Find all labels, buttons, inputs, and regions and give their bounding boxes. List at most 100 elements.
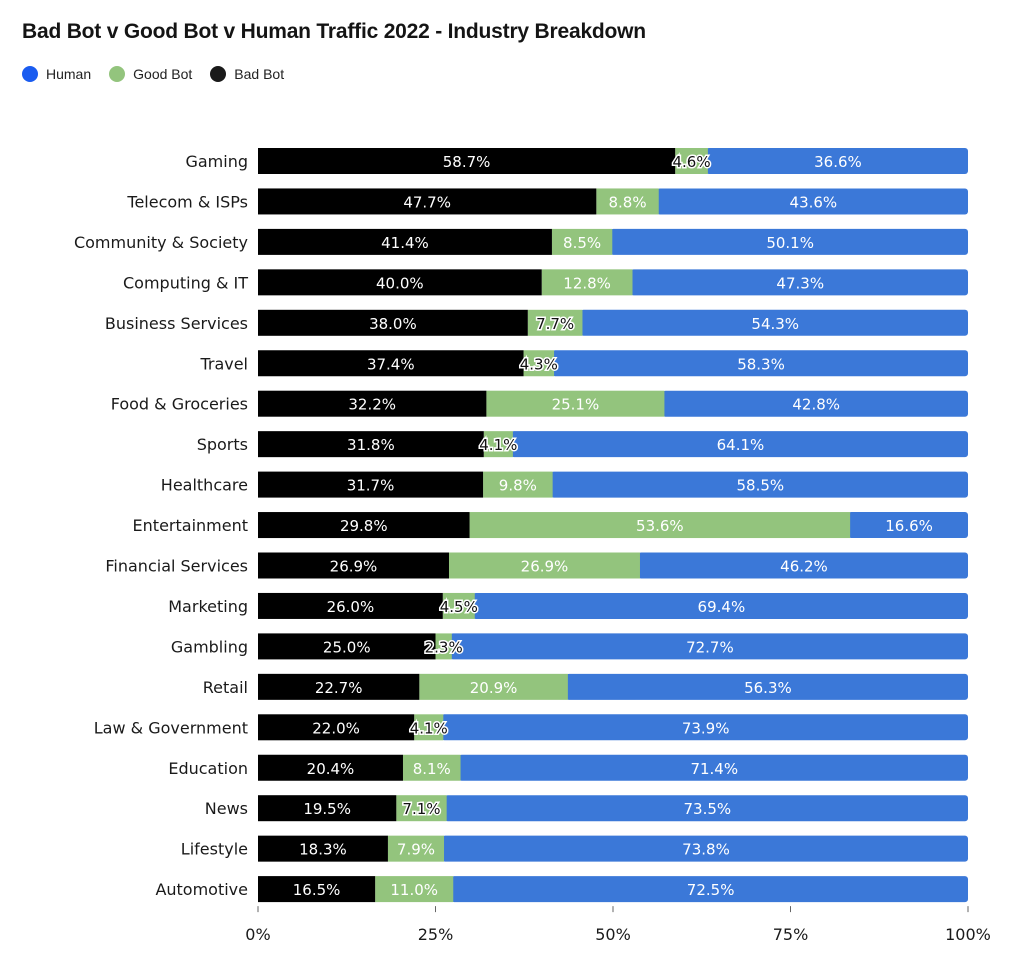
category-label: Community & Society	[74, 233, 248, 252]
bar-segment-bad-bot	[258, 592, 443, 619]
legend: Human Good Bot Bad Bot	[22, 66, 302, 82]
bar-segment-human	[552, 350, 968, 377]
category-label: Gambling	[171, 637, 248, 656]
bar-row-computing-and-it: Computing & IT 40.0% 12.8% 47.3%	[123, 269, 968, 296]
data-label-good-bot: 25.1%	[552, 396, 600, 414]
category-label: Marketing	[168, 597, 248, 616]
bar-row-travel: Travel 37.4% 4.3% 58.3%	[199, 350, 968, 377]
bar-segment-good-bot	[523, 350, 555, 377]
bar-segment-good-bot	[675, 148, 708, 174]
category-label: Business Services	[105, 314, 248, 333]
bar-segment-human	[630, 269, 968, 296]
category-label: Computing & IT	[123, 273, 248, 292]
bar-row-financial-services: Financial Services 26.9% 26.9% 46.2%	[105, 552, 968, 579]
data-label-good-bot: 8.1%	[413, 760, 451, 778]
chart-title: Bad Bot v Good Bot v Human Traffic 2022 …	[22, 20, 646, 43]
data-label-human: 50.1%	[766, 234, 814, 252]
data-label-bad-bot: 58.7%	[443, 153, 491, 171]
bar-segment-human	[449, 633, 969, 660]
x-tick-label: 0%	[245, 925, 270, 944]
category-label: Automotive	[155, 880, 248, 899]
data-label-bad-bot: 41.4%	[381, 234, 429, 252]
data-label-good-bot: 4.6%	[672, 153, 710, 171]
bar-segment-bad-bot	[258, 431, 484, 458]
bar-segment-bad-bot	[258, 228, 552, 255]
legend-swatch-human	[22, 66, 38, 82]
bar-row-food-and-groceries: Food & Groceries 32.2% 25.1% 42.8%	[111, 390, 968, 417]
data-label-human: 58.5%	[736, 477, 784, 495]
bar-segment-human	[565, 673, 968, 700]
bar-segment-good-bot	[396, 795, 447, 822]
data-label-human: 58.3%	[737, 355, 785, 373]
x-tick-label: 50%	[595, 925, 631, 944]
bar-segment-human	[610, 228, 968, 255]
data-label-bad-bot: 19.5%	[303, 800, 351, 818]
bar-segment-good-bot	[448, 552, 640, 579]
bar-segment-human	[510, 431, 968, 458]
bar-segment-human	[442, 835, 968, 862]
legend-item-human: Human	[22, 66, 91, 82]
bar-segment-bad-bot	[258, 795, 397, 822]
bar-segment-bad-bot	[258, 512, 470, 539]
bar-row-business-services: Business Services 38.0% 7.7% 54.3%	[105, 309, 968, 336]
data-label-human: 56.3%	[744, 679, 792, 697]
bar-segment-human	[705, 148, 968, 174]
data-label-good-bot: 7.9%	[397, 841, 435, 859]
bar-segment-human	[848, 512, 968, 539]
bar-segment-good-bot	[596, 188, 659, 215]
bar-row-entertainment: Entertainment 29.8% 53.6% 16.6%	[133, 512, 968, 539]
bar-segment-human	[451, 876, 968, 903]
category-label: News	[205, 799, 248, 818]
bar-segment-human	[637, 552, 968, 579]
data-label-bad-bot: 31.7%	[347, 477, 395, 495]
bar-segment-human	[662, 390, 968, 417]
data-label-human: 73.5%	[684, 800, 732, 818]
bar-segment-human	[441, 714, 968, 741]
bar-segment-bad-bot	[258, 673, 420, 700]
bar-row-marketing: Marketing 26.0% 4.5% 69.4%	[168, 592, 968, 619]
bar-segment-good-bot	[419, 673, 568, 700]
category-label: Lifestyle	[181, 840, 248, 859]
category-label: Telecom & ISPs	[126, 192, 248, 211]
bar-segment-bad-bot	[258, 714, 415, 741]
bar-segment-good-bot	[414, 714, 444, 741]
x-tick-label: 75%	[773, 925, 809, 944]
category-label: Sports	[197, 435, 248, 454]
legend-label-human: Human	[46, 66, 92, 82]
data-label-bad-bot: 16.5%	[293, 881, 341, 899]
bar-row-education: Education 20.4% 8.1% 71.4%	[168, 754, 968, 781]
data-label-human: 42.8%	[792, 396, 840, 414]
legend-item-good-bot: Good Bot	[109, 66, 192, 82]
bar-row-telecom-and-isps: Telecom & ISPs 47.7% 8.8% 43.6%	[126, 188, 968, 215]
bar-row-retail: Retail 22.7% 20.9% 56.3%	[203, 673, 968, 700]
bar-segment-good-bot	[387, 835, 445, 862]
bar-segment-good-bot	[483, 471, 553, 498]
bar-segment-good-bot	[551, 228, 613, 255]
data-label-bad-bot: 40.0%	[376, 274, 424, 292]
data-label-human: 36.6%	[814, 153, 862, 171]
data-label-bad-bot: 25.0%	[323, 638, 371, 656]
data-label-good-bot: 53.6%	[636, 517, 684, 535]
bar-segment-bad-bot	[258, 188, 597, 215]
data-label-bad-bot: 26.0%	[327, 598, 375, 616]
bar-segment-good-bot	[527, 309, 583, 336]
bar-segment-human	[656, 188, 968, 215]
bar-segment-good-bot	[402, 754, 461, 781]
bar-segment-bad-bot	[258, 350, 524, 377]
data-label-human: 72.5%	[687, 881, 735, 899]
data-label-good-bot: 12.8%	[563, 274, 611, 292]
x-tick-label: 25%	[418, 925, 454, 944]
data-label-bad-bot: 32.2%	[348, 396, 396, 414]
bar-row-gaming: Gaming 58.7% 4.6% 36.6%	[185, 148, 968, 174]
legend-item-bad-bot: Bad Bot	[210, 66, 284, 82]
data-label-human: 73.8%	[682, 841, 730, 859]
category-label: Food & Groceries	[111, 395, 248, 414]
data-label-good-bot: 4.1%	[410, 719, 448, 737]
bar-segment-human	[580, 309, 968, 336]
category-label: Healthcare	[161, 476, 248, 495]
data-label-good-bot: 26.9%	[521, 558, 569, 576]
legend-label-bad-bot: Bad Bot	[234, 66, 285, 82]
data-label-bad-bot: 47.7%	[403, 193, 451, 211]
bar-segment-human	[472, 592, 968, 619]
